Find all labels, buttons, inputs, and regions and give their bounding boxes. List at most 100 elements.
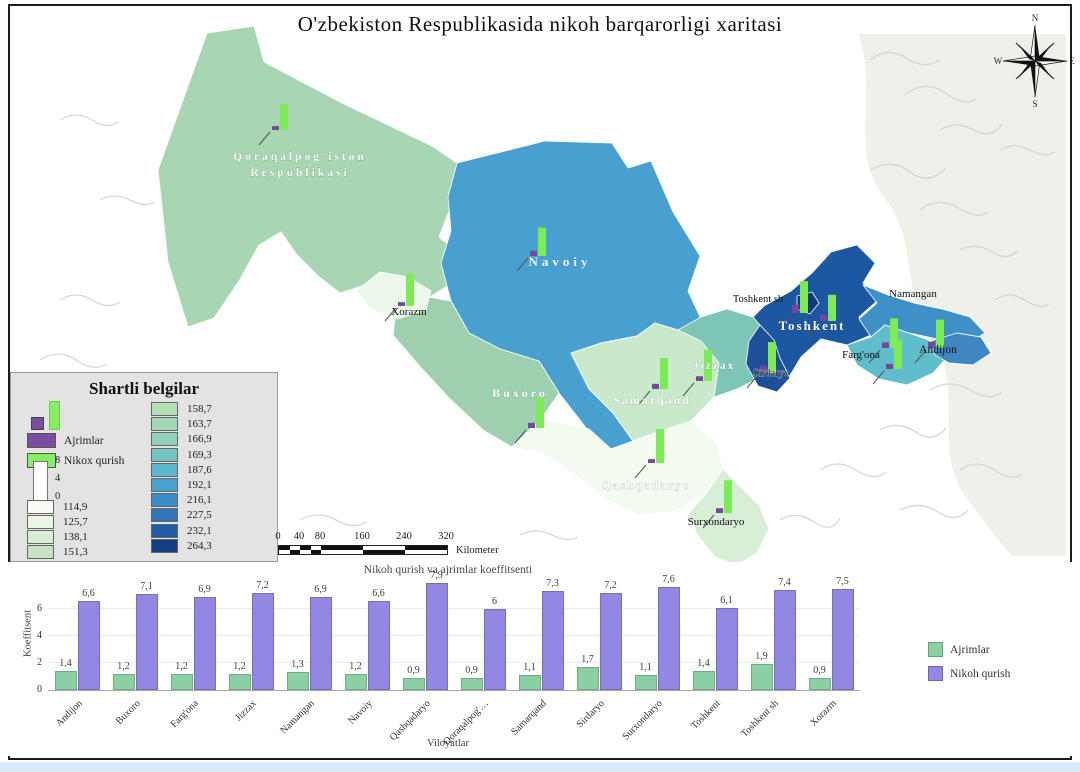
ajrimlar-bar-value: 1,2	[233, 660, 246, 672]
legend-class-row-right: 169,3	[151, 447, 212, 462]
legend-class-swatch	[151, 508, 178, 523]
symbol-nikoh-bar	[280, 104, 288, 130]
map-symbol-andijon	[914, 319, 944, 364]
symbol-nikoh-bar	[828, 294, 836, 321]
scalebar: 0 40 80 160 240 320 Kilometer	[275, 531, 508, 561]
legend-class-swatch	[151, 447, 178, 462]
nikoh-qurish-bar-value: 7,4	[778, 577, 791, 589]
label-samarqand: Samarqand	[613, 393, 691, 407]
region-buxoro	[392, 296, 560, 448]
region-surxondaryo	[686, 468, 770, 566]
ajrimlar-bar	[576, 667, 599, 690]
y-tick: 6	[37, 603, 42, 614]
symbol-ajrim-bar	[792, 304, 799, 313]
y-tick: 0	[37, 684, 42, 695]
map-symbol-sirdaryo	[746, 342, 776, 389]
legend-class-swatch	[151, 402, 178, 416]
nikoh-qurish-bar-value: 7,9	[430, 570, 443, 582]
symbol-ajrim-bar	[696, 376, 703, 381]
gridline	[48, 662, 860, 663]
legend-class-value: 158,7	[187, 403, 212, 415]
legend-class-swatch	[151, 493, 178, 508]
symbol-nikoh-bar	[724, 480, 732, 513]
map-symbol-samarqand	[682, 349, 712, 397]
y-tick: 2	[37, 657, 42, 668]
map-bar-symbols	[258, 104, 944, 529]
gridline	[48, 635, 860, 636]
ajrimlar-bar-value: 1,9	[755, 651, 768, 663]
chart-title: Nikoh qurish va ajrimlar koeffitsenti	[363, 564, 533, 576]
label-buxoro: Buxoro	[492, 386, 548, 400]
scalebar-tick: 160	[354, 531, 370, 542]
ajrimlar-bar	[54, 671, 77, 690]
nikoh-qurish-bar-value: 7,1	[140, 581, 153, 593]
ajrimlar-bar-value: 0,9	[465, 664, 478, 676]
map-symbol-jizzax	[638, 358, 668, 405]
legend-class-row-left: 138,1	[27, 530, 88, 544]
ajrimlar-bar-value: 1,4	[59, 658, 72, 670]
legend-ajrimlar-text: Ajrimlar	[950, 643, 990, 656]
symbol-nikoh-bar	[538, 227, 546, 256]
legend-class-row-left: 114,9	[27, 500, 88, 514]
page-title: O'zbekiston Respublikasida nikoh barqaro…	[297, 12, 783, 36]
legend-nikox-icon	[49, 401, 60, 430]
legend-class-row-right: 158,7	[151, 402, 212, 416]
legend-class-swatch	[27, 515, 54, 529]
legend-class-row-left: 151,3	[27, 545, 88, 559]
ajrimlar-bar	[228, 673, 251, 690]
ajrimlar-bar-value: 1,3	[291, 659, 304, 671]
nikoh-qurish-bar-value: 6,1	[720, 594, 733, 606]
legend-class-value: 151,3	[63, 546, 88, 558]
chart-legend-nikoh: Nikoh qurish	[928, 666, 1010, 681]
ajrimlar-bar	[518, 675, 541, 690]
bar-chart: Nikoh qurish va ajrimlar koeffitsenti Ko…	[8, 562, 1072, 756]
label-qashqadaryo: Qashqadaryo	[602, 480, 690, 492]
legend-class-value: 192,1	[187, 478, 212, 491]
symbol-ajrim-bar	[716, 508, 723, 513]
nikoh-qurish-bar-value: 6,6	[372, 587, 385, 599]
scale-tick-8: 8	[55, 455, 61, 466]
nikoh-qurish-bar	[831, 588, 854, 690]
legend-nikoh-swatch	[928, 666, 943, 681]
symbol-ajrim-bar	[272, 126, 279, 130]
scale-tick-0: 0	[55, 491, 61, 502]
scalebar-tick: 0	[275, 531, 281, 542]
legend-class-value: 138,1	[63, 531, 88, 543]
symbol-ajrim-bar	[398, 302, 405, 306]
legend-class-swatch	[151, 523, 178, 538]
label-surxondaryo: Surxondaryo	[688, 516, 745, 528]
legend-class-value: 169,3	[187, 448, 212, 461]
scale-tick-4: 4	[55, 473, 61, 484]
map-symbol-namangan	[868, 318, 898, 364]
chart-legend-ajrimlar: Ajrimlar	[928, 642, 1010, 657]
ajrimlar-bar	[112, 673, 135, 690]
legend-class-swatch	[27, 500, 54, 514]
map-symbol-toshkent-sh	[778, 281, 808, 329]
legend-class-value: 187,6	[187, 463, 212, 476]
symbol-ajrim-bar	[530, 250, 537, 256]
legend-class-swatch	[151, 538, 178, 553]
label-xorazm: Xorazm	[391, 306, 427, 318]
map-legend: Shartli belgilar Ajrimlar Nikox qurish 8…	[10, 372, 278, 562]
nikoh-qurish-bar	[309, 596, 332, 690]
nikoh-qurish-bar-value: 6,6	[82, 587, 95, 599]
legend-title: Shartli belgilar	[88, 379, 200, 398]
legend-class-swatch	[151, 477, 178, 492]
map-symbol-xorazm	[384, 273, 414, 322]
nikoh-qurish-bar	[715, 607, 738, 690]
nikoh-qurish-bar	[773, 590, 796, 690]
legend-bar-scale	[33, 461, 48, 501]
legend-class-value: 232,1	[187, 524, 212, 537]
ajrimlar-bar-value: 1,1	[639, 662, 652, 674]
scalebar-tick: 80	[314, 531, 326, 542]
legend-class-row-right: 187,6	[151, 462, 212, 477]
nikoh-qurish-bar	[483, 609, 506, 690]
legend-class-row-right: 264,3	[151, 538, 212, 553]
nikoh-qurish-bar	[135, 594, 158, 690]
map-symbol-toshkent	[806, 294, 836, 337]
nikoh-qurish-bar-value: 6,9	[198, 583, 211, 595]
scalebar-tick: 320	[438, 531, 454, 542]
ajrimlar-bar	[402, 677, 425, 690]
nikoh-qurish-bar	[599, 592, 622, 690]
